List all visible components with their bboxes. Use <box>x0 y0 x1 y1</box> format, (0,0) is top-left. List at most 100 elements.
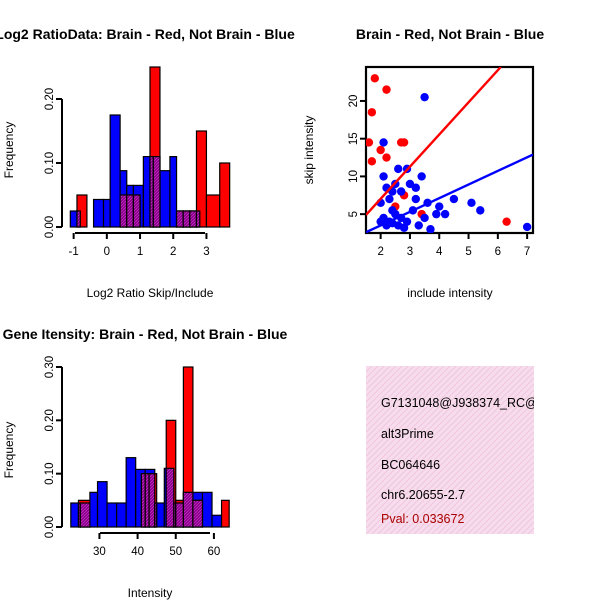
not-brain-point <box>449 194 459 204</box>
not-brain-point <box>440 209 450 219</box>
gene-x-tick-label: 30 <box>93 546 106 558</box>
ratio-overlap-bar <box>132 194 141 228</box>
gene-overlap-bar <box>182 491 194 528</box>
ratio-x-tick-label: 0 <box>104 246 110 258</box>
not-brain-point <box>522 222 532 232</box>
not-brain-point <box>411 183 421 192</box>
not-brain-point <box>414 221 423 230</box>
not-brain-point <box>388 206 397 215</box>
ratio-histogram-xlabel: Log2 Ratio Skip/Include <box>87 286 214 300</box>
brain-point <box>382 85 391 94</box>
gene-overlap-bar <box>79 502 91 528</box>
gene-not-brain-bar <box>201 491 213 528</box>
brain-point <box>376 145 385 155</box>
gene-not-brain-bar <box>106 502 118 528</box>
gene-intensity-histogram-xlabel: Intensity <box>128 586 173 600</box>
event-info-panel: G7131048@J938374_RC@J938375_RC alt3Prime… <box>366 366 600 534</box>
not-brain-point <box>379 172 388 181</box>
not-brain-point <box>379 138 388 147</box>
ratio-histogram-axes: -1 0 1 2 3 0.00 0.10 0.20 <box>44 88 210 258</box>
accession-text: BC064646 <box>381 458 440 472</box>
ratio-histogram-title: Log2 RatioData: Brain - Red, Not Brain -… <box>0 26 295 42</box>
ratio-histogram-panel: Log2 RatioData: Brain - Red, Not Brain -… <box>0 26 295 300</box>
not-brain-point <box>467 198 476 208</box>
not-brain-point <box>394 164 403 174</box>
gene-not-brain-bar <box>125 457 137 528</box>
scatter-axes: 2 3 4 5 6 7 5 10 15 20 <box>348 95 530 258</box>
intensity-scatter-title: Brain - Red, Not Brain - Blue <box>356 26 544 42</box>
ratio-not-brain-bar <box>102 198 111 228</box>
ratio-x-tick-label: 3 <box>203 246 209 258</box>
scatter-x-tick-label: 5 <box>465 246 471 258</box>
scatter-x-tick-label: 2 <box>377 246 383 258</box>
gene-intensity-histogram-ylabel: Frequency <box>2 422 16 479</box>
ratio-overlap-bar <box>189 210 198 228</box>
event-type-text: alt3Prime <box>381 427 434 441</box>
ratio-x-tick-label: 2 <box>170 246 176 258</box>
ratio-y-tick-label: 0.10 <box>44 152 56 174</box>
not-brain-point <box>435 202 444 211</box>
gene-x-tick-label: 60 <box>208 546 221 558</box>
gene-not-brain-bar <box>116 502 127 528</box>
not-brain-point <box>417 172 426 181</box>
not-brain-point <box>402 217 412 226</box>
not-brain-point <box>426 225 435 233</box>
gene-not-brain-bar <box>211 514 223 528</box>
brain-point <box>367 157 377 166</box>
gene-brain-bar <box>220 499 230 528</box>
gene-intensity-histogram-title: Gene Itensity: Brain - Red, Not Brain - … <box>3 326 288 342</box>
gene-intensity-histogram-bars <box>70 366 230 528</box>
gene-overlap-bar <box>154 502 158 528</box>
ratio-overlap-bar <box>182 210 191 228</box>
scatter-xlabel: include intensity <box>407 286 492 300</box>
ratio-x-tick-label: 1 <box>137 246 143 258</box>
scatter-x-tick-label: 4 <box>436 246 443 258</box>
scatter-x-tick-label: 6 <box>495 246 501 258</box>
not-brain-point <box>432 209 441 219</box>
gene-y-tick-label: 0.10 <box>44 462 56 484</box>
ratio-x-tick-label: -1 <box>69 246 79 258</box>
info-panel-background <box>366 366 534 534</box>
ratio-overlap-bar <box>76 210 81 228</box>
scatter-inner <box>366 67 533 233</box>
not-brain-point <box>476 206 485 215</box>
gene-y-tick-label: 0.30 <box>44 356 56 378</box>
gene-not-brain-bar <box>96 481 108 528</box>
scatter-ylabel: skip intensity <box>302 116 316 185</box>
ratio-brain-bar <box>195 130 208 228</box>
location-text: chr6.20655-2.7 <box>381 488 465 502</box>
ratio-not-brain-bar <box>109 114 121 228</box>
scatter-y-tick-label: 10 <box>348 170 360 183</box>
ratio-brain-bar <box>219 162 231 228</box>
event-id-text: G7131048@J938374_RC@J938375_RC <box>381 396 600 410</box>
scatter-x-tick-label: 7 <box>524 246 530 258</box>
ratio-overlap-bar <box>152 156 161 228</box>
gene-overlap-bar <box>148 473 156 528</box>
gene-overlap-bar <box>165 467 175 528</box>
ratio-not-brain-bar <box>169 156 178 228</box>
intensity-scatter-panel: Brain - Red, Not Brain - Blue 2 3 4 5 6 7 5 10 1… <box>302 26 544 300</box>
gene-x-tick-label: 50 <box>169 546 182 558</box>
not-brain-fit-line <box>366 153 533 233</box>
ratio-histogram-ylabel: Frequency <box>2 122 16 179</box>
gene-overlap-bar <box>192 499 204 528</box>
scatter-y-tick-label: 15 <box>348 132 360 145</box>
gene-intensity-histogram-axes: 30 40 50 60 0.00 0.10 0.20 0.30 <box>44 356 220 558</box>
ratio-brain-bar <box>205 194 221 228</box>
ratio-y-tick-label: 0.20 <box>44 88 56 110</box>
gene-x-tick-label: 40 <box>131 546 144 558</box>
ratio-overlap-bar <box>119 194 128 228</box>
not-brain-point <box>411 194 421 204</box>
scatter-points <box>366 67 533 233</box>
brain-point <box>366 138 374 147</box>
gene-overlap-bar <box>175 502 184 528</box>
ratio-not-brain-bar <box>92 198 105 228</box>
ratio-y-tick-label: 0.00 <box>44 216 56 238</box>
pval-text: Pval: 0.033672 <box>381 512 464 526</box>
scatter-x-tick-label: 3 <box>407 246 413 258</box>
not-brain-point <box>385 194 394 204</box>
gene-not-brain-bar <box>89 491 99 528</box>
gene-y-tick-label: 0.00 <box>44 516 56 538</box>
brain-point <box>382 153 391 162</box>
